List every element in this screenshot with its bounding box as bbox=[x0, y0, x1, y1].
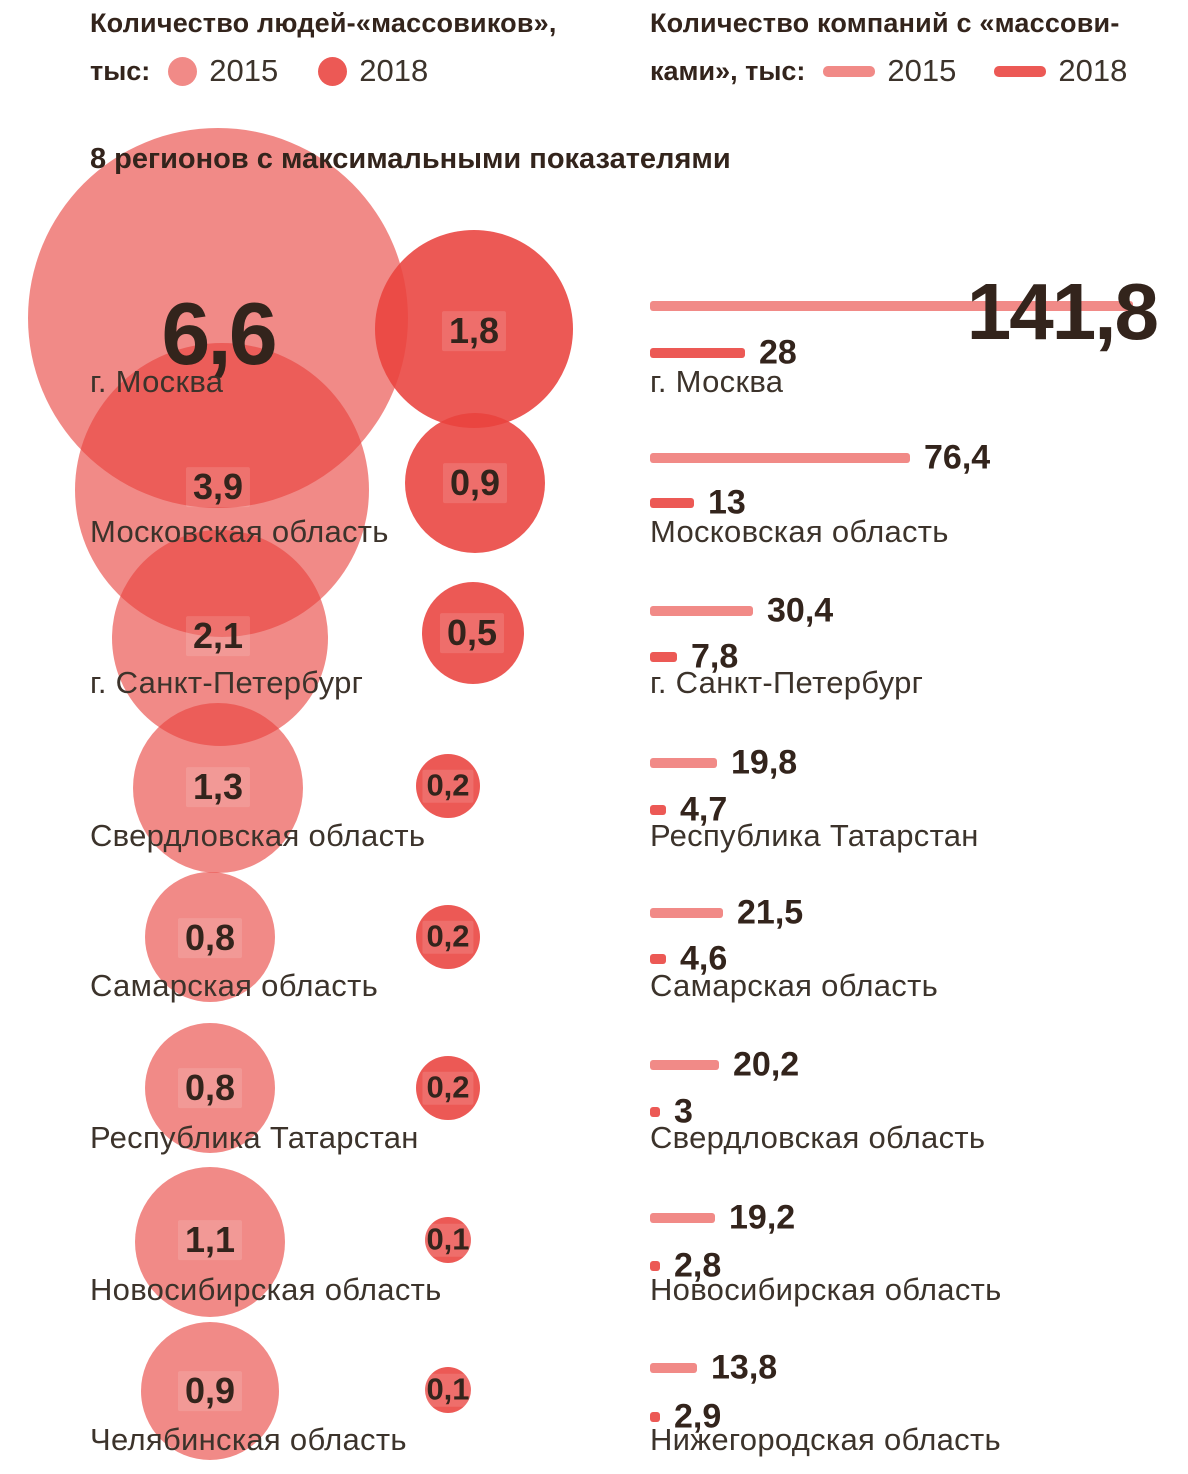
legend-year-2015: 2015 bbox=[209, 53, 279, 89]
bar-2018-tatarstan bbox=[650, 805, 666, 815]
bubble-value-2015: 0,8 bbox=[177, 1068, 243, 1108]
region-label: Свердловская область bbox=[650, 1120, 986, 1155]
legend-swatch-2015-circle-icon bbox=[168, 56, 198, 86]
bubble-value-2015: 0,9 bbox=[177, 1371, 243, 1411]
bubble-2015-novosibirsk bbox=[135, 1167, 285, 1317]
bubble-chart-legend: Количество людей-«массовиков», тыс: 2015… bbox=[90, 8, 650, 89]
bubble-value-2015: 1,1 bbox=[177, 1220, 243, 1260]
bar-2015-samara bbox=[650, 908, 723, 918]
bubble-value-2015: 6,6 bbox=[161, 283, 277, 383]
bar-2018-samara bbox=[650, 954, 666, 964]
legend-swatch-2015-dash-icon bbox=[823, 65, 876, 77]
bar-chart-title: Количество компаний с «массови- bbox=[650, 8, 1120, 38]
bar-value-2018: 3 bbox=[674, 1092, 693, 1131]
region-label: Новосибирская область bbox=[90, 1272, 442, 1307]
bar-value-2015: 76,4 bbox=[924, 438, 991, 477]
region-label: Челябинская область bbox=[90, 1422, 407, 1457]
bar-value-2018: 28 bbox=[759, 333, 797, 372]
bar-value-2018: 4,6 bbox=[680, 939, 728, 978]
bubble-value-2018: 1,8 bbox=[441, 311, 507, 351]
chart-subtitle: 8 регионов с максимальными показателями bbox=[90, 143, 731, 175]
bubble-2015-chelyabinsk bbox=[141, 1322, 279, 1460]
bubble-chart-title: Количество людей-«массовиков», bbox=[90, 8, 557, 38]
bubble-value-2018: 0,1 bbox=[422, 1223, 474, 1257]
region-label: Республика Татарстан bbox=[90, 1120, 419, 1155]
bar-value-2018: 13 bbox=[708, 483, 746, 522]
bubble-value-2018: 0,2 bbox=[422, 920, 474, 954]
bar-2015-tatarstan bbox=[650, 758, 717, 768]
bubble-2018-sverdlovsk bbox=[416, 754, 480, 818]
bubble-value-2018: 0,2 bbox=[422, 769, 474, 803]
legend-swatch-2018-dash-icon bbox=[994, 65, 1047, 77]
bubble-2015-samara bbox=[145, 872, 275, 1002]
bar-2018-spb bbox=[650, 652, 677, 662]
bubble-value-2018: 0,9 bbox=[442, 463, 508, 503]
bar-value-2015: 19,2 bbox=[729, 1198, 796, 1237]
bar-value-2018: 4,7 bbox=[680, 790, 728, 829]
bar-value-2015: 21,5 bbox=[737, 893, 804, 932]
bar-value-2018: 2,9 bbox=[674, 1397, 722, 1436]
region-label: Московская область bbox=[90, 514, 389, 549]
bubble-chart-title-unit: тыс: bbox=[90, 55, 151, 86]
region-label: г. Санкт-Петербург bbox=[90, 665, 364, 700]
bar-value-2015: 19,8 bbox=[731, 743, 798, 782]
legend-swatch-2018-circle-icon bbox=[318, 56, 348, 86]
region-label: Самарская область bbox=[650, 968, 939, 1003]
bar-value-2018: 2,8 bbox=[674, 1246, 722, 1285]
region-label: Самарская область bbox=[90, 968, 379, 1003]
bubble-value-2015: 1,3 bbox=[185, 767, 251, 807]
bar-chart-title-unit: ками», тыс: bbox=[650, 55, 806, 86]
bubble-value-2018: 0,2 bbox=[422, 1071, 474, 1105]
bar-value-2015: 30,4 bbox=[767, 591, 834, 630]
bar-2018-moscow-oblast bbox=[650, 498, 694, 508]
legend-year-2018: 2018 bbox=[1058, 53, 1128, 89]
bar-2018-sverdlovsk bbox=[650, 1107, 660, 1117]
bar-value-2015: 141,8 bbox=[966, 267, 1159, 356]
bar-value-2018: 7,8 bbox=[691, 637, 739, 676]
bar-2015-novosibirsk bbox=[650, 1213, 715, 1223]
bar-2018-moscow bbox=[650, 348, 745, 358]
region-label: Новосибирская область bbox=[650, 1272, 1002, 1307]
bubble-value-2018: 0,1 bbox=[422, 1373, 474, 1407]
region-label: Московская область bbox=[650, 514, 949, 549]
bar-value-2015: 20,2 bbox=[733, 1045, 800, 1084]
bar-2018-nizhny-novgorod bbox=[650, 1412, 660, 1422]
region-label: г. Санкт-Петербург bbox=[650, 665, 924, 700]
bubble-value-2015: 0,8 bbox=[177, 918, 243, 958]
bubble-2018-spb bbox=[422, 582, 524, 684]
legend-year-2015: 2015 bbox=[887, 53, 957, 89]
region-label: Свердловская область bbox=[90, 818, 426, 853]
legend-year-2018: 2018 bbox=[359, 53, 429, 89]
bar-2015-sverdlovsk bbox=[650, 1060, 719, 1070]
region-label: г. Москва bbox=[90, 364, 224, 399]
bar-2015-moscow bbox=[650, 301, 1133, 311]
bubble-value-2018: 0,5 bbox=[439, 613, 505, 653]
bar-2015-moscow-oblast bbox=[650, 453, 910, 463]
bar-2018-novosibirsk bbox=[650, 1261, 660, 1271]
bubble-2018-tatarstan bbox=[416, 1056, 480, 1120]
bar-chart-legend: Количество компаний с «массови- ками», т… bbox=[650, 8, 1188, 89]
bubble-2018-moscow-oblast bbox=[405, 413, 545, 553]
bar-2015-nizhny-novgorod bbox=[650, 1363, 697, 1373]
bubble-2015-sverdlovsk bbox=[133, 703, 303, 873]
bubble-2018-samara bbox=[416, 905, 480, 969]
region-label: Нижегородская область bbox=[650, 1422, 1001, 1457]
region-label: Республика Татарстан bbox=[650, 818, 979, 853]
bubble-2015-tatarstan bbox=[145, 1023, 275, 1153]
bar-value-2015: 13,8 bbox=[711, 1348, 778, 1387]
bar-2015-spb bbox=[650, 606, 753, 616]
bubble-2018-moscow bbox=[375, 230, 573, 428]
region-label: г. Москва bbox=[650, 364, 784, 399]
bubble-2018-novosibirsk bbox=[425, 1217, 471, 1263]
bubble-value-2015: 3,9 bbox=[185, 467, 251, 507]
bubble-value-2015: 2,1 bbox=[185, 616, 251, 656]
bubble-2018-chelyabinsk bbox=[425, 1367, 471, 1413]
